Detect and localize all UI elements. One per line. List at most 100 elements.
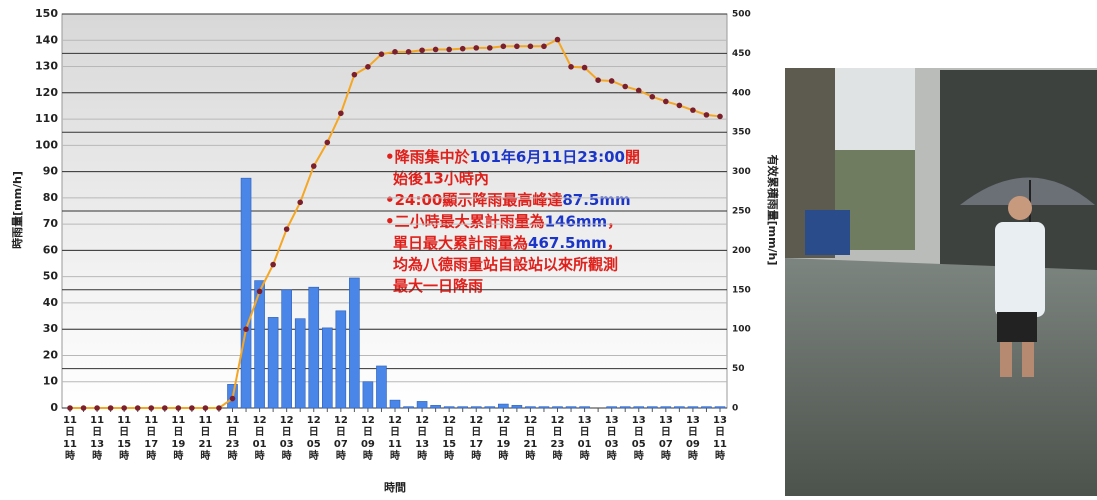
y-tick-label: 30 bbox=[43, 322, 59, 335]
bar bbox=[485, 407, 495, 408]
point bbox=[649, 94, 655, 100]
bar bbox=[620, 407, 630, 408]
chart: 時雨量[mm/h] 有效累積雨量[mm/h] 時間 •降雨集中於101年6月11… bbox=[0, 0, 1097, 496]
bar bbox=[634, 407, 644, 408]
point bbox=[582, 65, 588, 71]
y-tick-label: 40 bbox=[43, 296, 59, 309]
annotation-text: 開 bbox=[625, 148, 640, 166]
bar bbox=[701, 407, 711, 408]
y2-tick-label: 50 bbox=[732, 364, 745, 374]
point bbox=[379, 51, 385, 57]
bar bbox=[390, 400, 400, 408]
point bbox=[81, 405, 87, 411]
bar bbox=[363, 382, 373, 408]
bar bbox=[512, 405, 522, 408]
point bbox=[67, 405, 73, 411]
point bbox=[176, 405, 182, 411]
annotation-text: 均為八德雨量站自設站以來所觀測 bbox=[393, 256, 618, 274]
x-tick-label: 12日21時 bbox=[523, 415, 537, 462]
annotation-text: 467.5mm bbox=[528, 234, 607, 252]
point bbox=[257, 289, 263, 295]
bar bbox=[322, 328, 332, 408]
point bbox=[568, 64, 574, 70]
x-tick-label: 12日07時 bbox=[334, 415, 348, 462]
point bbox=[203, 405, 209, 411]
annotation-line: 均為八德雨量站自設站以來所觀測 bbox=[393, 256, 618, 274]
bar bbox=[404, 407, 414, 408]
y-tick-label: 90 bbox=[43, 165, 59, 178]
annotation-line: 始後13小時內 bbox=[393, 170, 489, 188]
bar bbox=[309, 287, 319, 408]
bar bbox=[431, 405, 441, 408]
point bbox=[352, 72, 358, 78]
y2-tick-label: 150 bbox=[732, 285, 751, 295]
annotation-line: •二小時最大累計雨量為146mm， bbox=[385, 213, 622, 231]
bar bbox=[539, 407, 549, 408]
bar bbox=[661, 407, 671, 408]
annotation-text: 101年6月11日23:00 bbox=[470, 148, 625, 166]
point bbox=[460, 46, 466, 52]
annotation-text: •24:00顯示降雨最高峰達 bbox=[385, 191, 562, 209]
x-tick-label: 12日03時 bbox=[280, 415, 294, 462]
annotation-text: 單日最大累計雨量為 bbox=[393, 234, 528, 252]
point bbox=[311, 163, 317, 169]
y2-tick-label: 200 bbox=[732, 246, 751, 256]
y2-tick-label: 0 bbox=[732, 404, 738, 414]
point bbox=[392, 49, 398, 55]
annotation-line: •降雨集中於101年6月11日23:00開 bbox=[385, 148, 640, 166]
annotation-text: 146mm bbox=[545, 213, 608, 231]
bar bbox=[444, 407, 454, 408]
point bbox=[297, 200, 303, 206]
point bbox=[162, 405, 168, 411]
bar bbox=[241, 178, 251, 408]
bar bbox=[715, 407, 725, 408]
point bbox=[528, 44, 534, 50]
point bbox=[663, 99, 669, 105]
y2-tick-label: 450 bbox=[732, 49, 751, 59]
bar bbox=[471, 407, 481, 408]
y-tick-label: 120 bbox=[35, 86, 58, 99]
point bbox=[636, 88, 642, 94]
x-tick-label: 13日09時 bbox=[686, 415, 700, 462]
x-tick-label: 11日21時 bbox=[198, 415, 212, 462]
x-axis-label: 時間 bbox=[384, 480, 406, 494]
y-tick-label: 70 bbox=[43, 217, 59, 230]
y2-tick-label: 300 bbox=[732, 167, 751, 177]
point bbox=[514, 44, 520, 50]
point bbox=[555, 37, 561, 43]
y2-tick-label: 500 bbox=[732, 10, 751, 20]
point bbox=[622, 84, 628, 90]
x-tick-label: 11日15時 bbox=[117, 415, 131, 462]
bar bbox=[580, 407, 590, 408]
y-tick-label: 10 bbox=[43, 375, 59, 388]
annotation-line: 單日最大累計雨量為467.5mm， bbox=[393, 234, 622, 252]
y-tick-label: 80 bbox=[43, 191, 59, 204]
bar bbox=[647, 407, 657, 408]
bar bbox=[268, 317, 278, 408]
point bbox=[216, 405, 222, 411]
point bbox=[446, 47, 452, 53]
y-axis-label: 時雨量[mm/h] bbox=[10, 171, 24, 249]
y-tick-label: 140 bbox=[35, 33, 58, 46]
point bbox=[595, 77, 601, 83]
annotation-line: •24:00顯示降雨最高峰達87.5mm bbox=[385, 191, 631, 209]
point bbox=[473, 45, 479, 51]
point bbox=[704, 112, 710, 118]
point bbox=[338, 110, 344, 116]
point bbox=[94, 405, 100, 411]
y-tick-label: 60 bbox=[43, 243, 59, 256]
point bbox=[135, 405, 141, 411]
x-tick-label: 12日15時 bbox=[442, 415, 456, 462]
annotation-text: ， bbox=[607, 213, 622, 231]
point bbox=[270, 262, 276, 268]
point bbox=[690, 107, 696, 113]
